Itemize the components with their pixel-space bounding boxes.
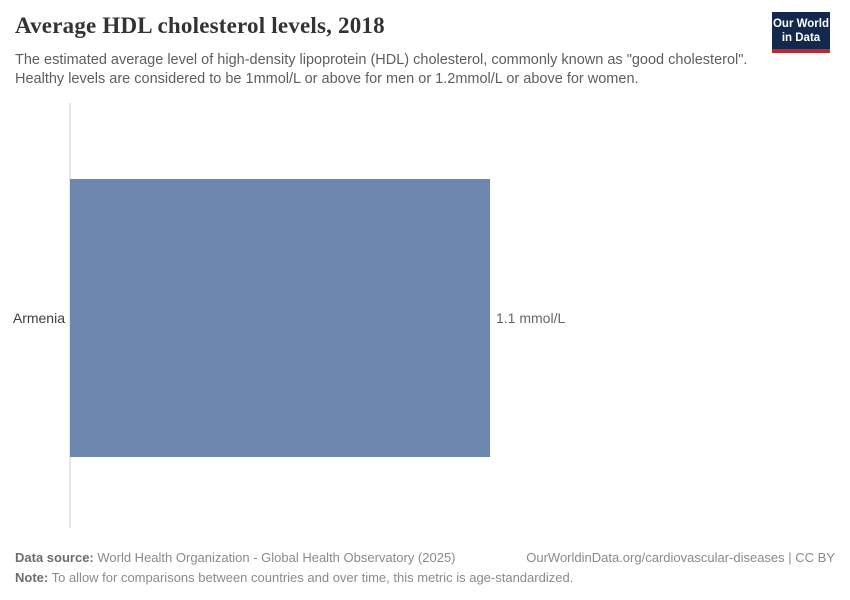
data-source-text: Data source: World Health Organization -… xyxy=(15,548,456,568)
note-label: Note: xyxy=(15,570,49,585)
owid-logo[interactable]: Our World in Data xyxy=(772,12,830,53)
bar-armenia[interactable] xyxy=(70,179,490,457)
footer-row-note: Note: To allow for comparisons between c… xyxy=(15,568,835,588)
chart-footer: Data source: World Health Organization -… xyxy=(15,548,835,588)
footer-row-source: Data source: World Health Organization -… xyxy=(15,548,835,568)
note-value: To allow for comparisons between countri… xyxy=(48,570,574,585)
owid-logo-line1: Our World xyxy=(772,18,829,30)
entity-label-armenia: Armenia xyxy=(12,310,65,326)
chart-title: Average HDL cholesterol levels, 2018 xyxy=(15,13,385,38)
chart-subtitle: The estimated average level of high-dens… xyxy=(15,52,748,87)
bar-value-label: 1.1 mmol/L xyxy=(496,310,566,326)
data-source-value: World Health Organization - Global Healt… xyxy=(93,550,456,565)
note-text: Note: To allow for comparisons between c… xyxy=(15,570,573,585)
data-source-label: Data source: xyxy=(15,550,94,565)
owid-url-link[interactable]: OurWorldinData.org/cardiovascular-diseas… xyxy=(526,550,835,565)
owid-logo-line2: in Data xyxy=(781,32,821,44)
